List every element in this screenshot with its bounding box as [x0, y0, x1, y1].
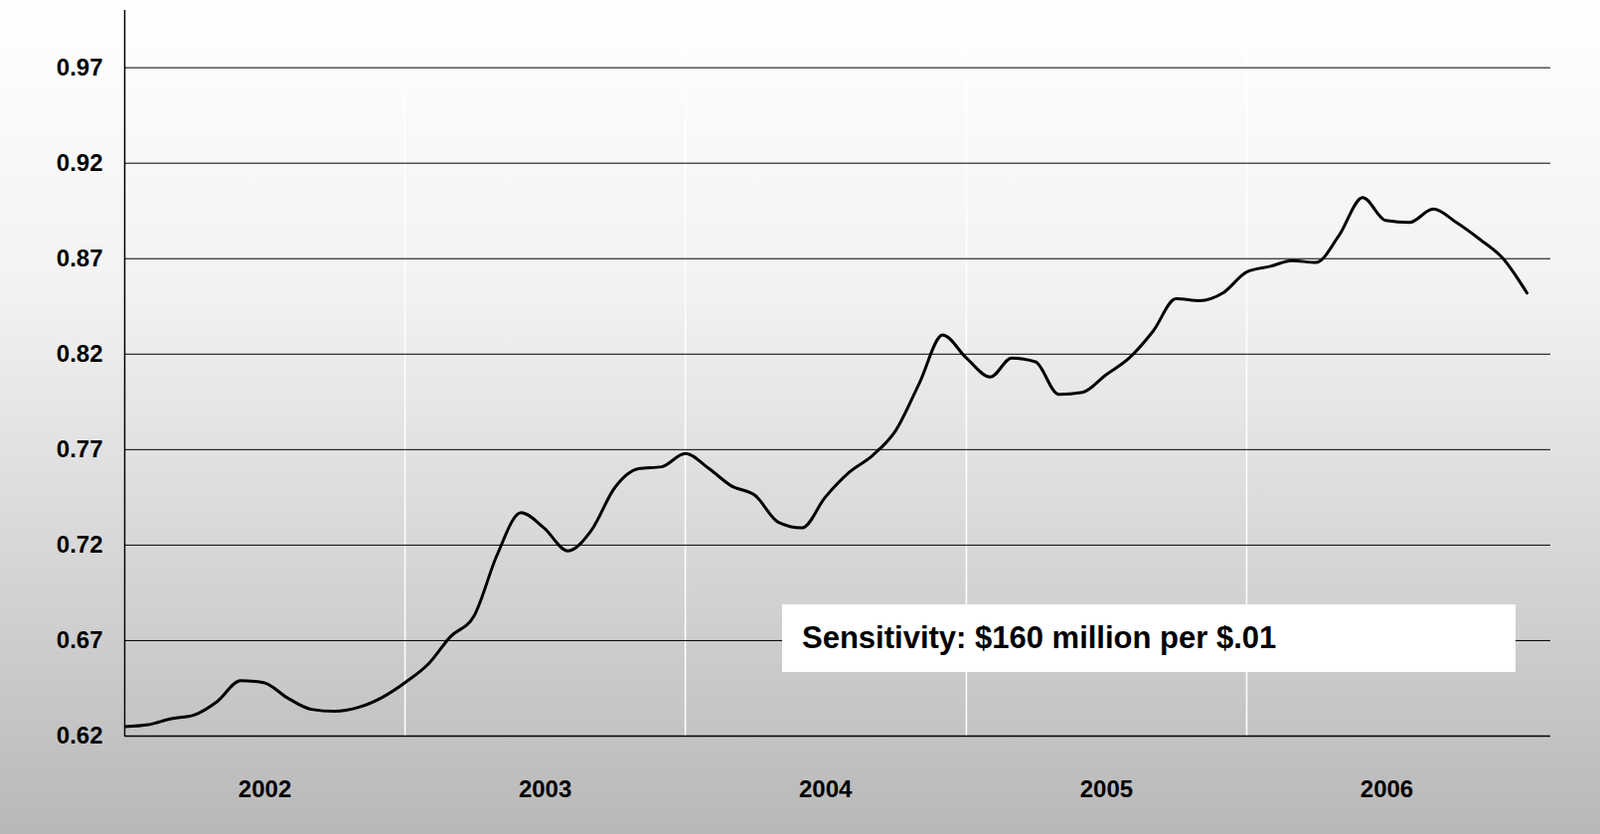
svg-text:0.72: 0.72 — [56, 530, 104, 558]
svg-text:2003: 2003 — [518, 775, 572, 802]
svg-text:0.67: 0.67 — [56, 626, 104, 653]
svg-text:0.92: 0.92 — [56, 149, 104, 176]
svg-text:0.82: 0.82 — [56, 339, 104, 367]
svg-text:2002: 2002 — [238, 775, 292, 802]
svg-text:0.62: 0.62 — [56, 721, 104, 749]
svg-text:2005: 2005 — [1080, 775, 1133, 802]
svg-text:0.87: 0.87 — [56, 244, 104, 272]
svg-text:2006: 2006 — [1360, 775, 1414, 802]
html-text:Sensitivity: $160 million per: Sensitivity: $160 million per $.01 — [801, 620, 1277, 655]
svg-text:2004: 2004 — [799, 775, 853, 802]
svg-text:0.97: 0.97 — [56, 53, 104, 81]
svg-text:0.77: 0.77 — [56, 435, 104, 463]
